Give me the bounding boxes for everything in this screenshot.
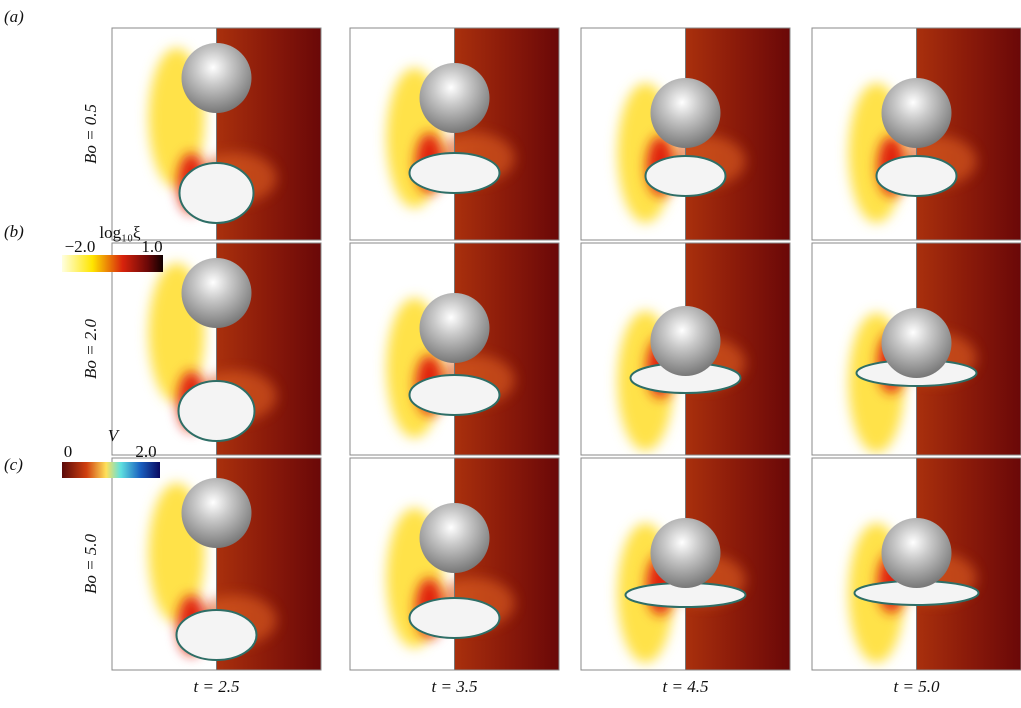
droplet (179, 381, 255, 441)
field (812, 28, 1021, 240)
field (812, 458, 1021, 670)
panel (581, 243, 790, 455)
field (350, 243, 559, 455)
panel-label: (a) (4, 7, 24, 26)
droplet (180, 163, 254, 223)
panel (812, 28, 1021, 240)
panels (112, 28, 1021, 670)
panel (812, 243, 1021, 455)
sphere (420, 293, 490, 363)
sphere (182, 258, 252, 328)
colorbar-min: −2.0 (65, 237, 96, 256)
row-label: Bo = 5.0 (81, 533, 100, 594)
sphere (882, 78, 952, 148)
sphere (882, 518, 952, 588)
panel (112, 28, 321, 240)
panel (350, 243, 559, 455)
droplet (410, 375, 500, 415)
field (581, 458, 790, 670)
field (112, 28, 321, 240)
sphere (651, 518, 721, 588)
panel (112, 243, 321, 455)
sphere (651, 306, 721, 376)
panel (581, 28, 790, 240)
sphere (182, 43, 252, 113)
sphere (420, 503, 490, 573)
sphere (882, 308, 952, 378)
field (112, 458, 321, 670)
colorbar-min: 0 (64, 442, 73, 461)
droplet (410, 598, 500, 638)
panel (112, 458, 321, 670)
droplet (877, 156, 957, 196)
colorbar-title: log₁₀ξ (99, 223, 141, 242)
field (112, 243, 321, 455)
row-label: Bo = 0.5 (81, 104, 100, 164)
field (350, 458, 559, 670)
panel (350, 28, 559, 240)
sphere (420, 63, 490, 133)
field (812, 243, 1021, 455)
panel (350, 458, 559, 670)
column-label: t = 2.5 (194, 677, 240, 696)
droplet (177, 610, 257, 660)
sphere (651, 78, 721, 148)
column-label: t = 3.5 (432, 677, 478, 696)
field (581, 28, 790, 240)
row-label: Bo = 2.0 (81, 318, 100, 379)
colorbar (62, 255, 163, 272)
panel (581, 458, 790, 670)
panel-label: (c) (4, 455, 23, 474)
colorbar-max: 2.0 (135, 442, 156, 461)
field (350, 28, 559, 240)
panel (812, 458, 1021, 670)
droplet (410, 153, 500, 193)
column-label: t = 5.0 (894, 677, 940, 696)
colorbar (62, 462, 160, 478)
colorbar-max: 1.0 (141, 237, 162, 256)
panel-label: (b) (4, 222, 24, 241)
field (581, 243, 790, 455)
sphere (182, 478, 252, 548)
column-label: t = 4.5 (663, 677, 709, 696)
droplet (646, 156, 726, 196)
